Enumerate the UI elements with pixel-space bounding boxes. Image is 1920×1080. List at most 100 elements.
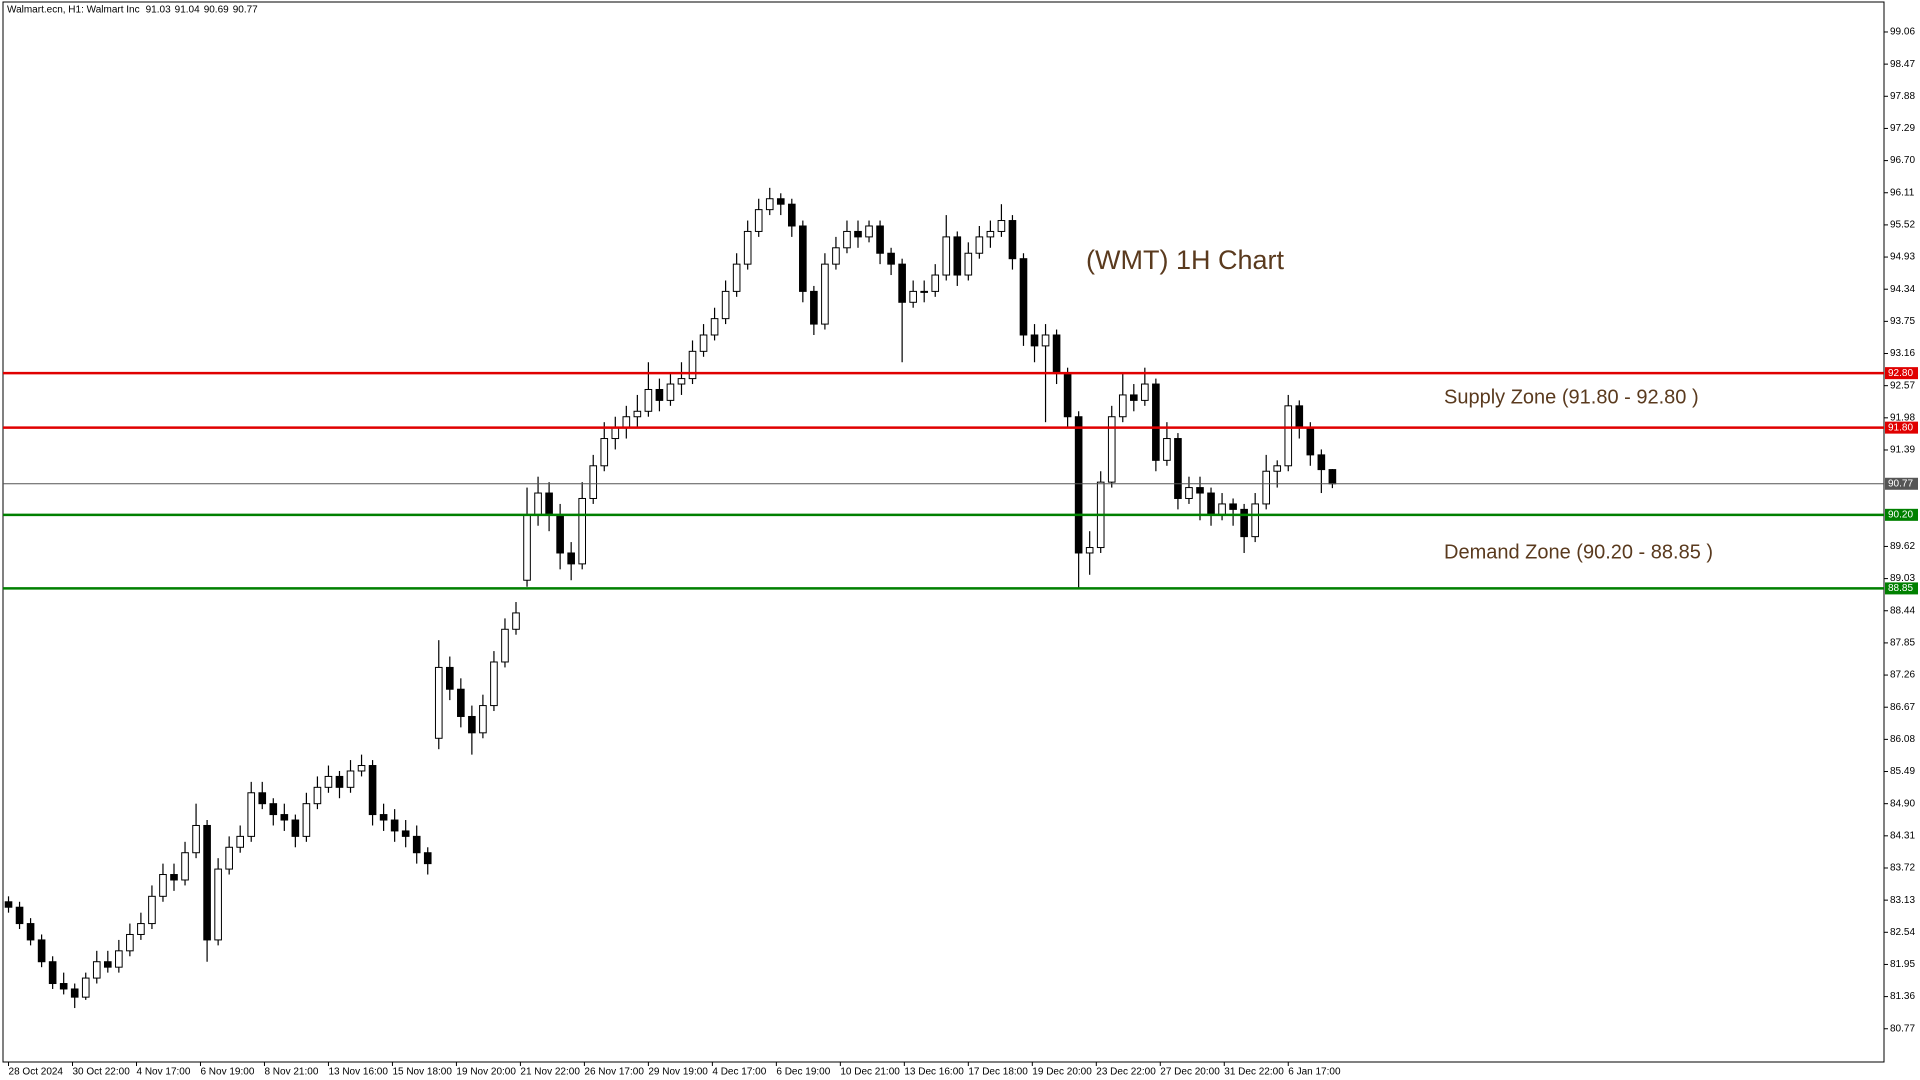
candle-body [335,775,344,788]
candle-body [898,263,906,303]
candle-body [1240,508,1248,538]
y-tick-label: 91.39 [1890,445,1915,456]
y-tick-label: 99.06 [1890,27,1915,38]
candle-body [203,824,211,941]
y-tick-label: 88.44 [1890,605,1915,616]
candle-body [92,961,101,979]
header-ohlc: 91.03 [146,5,171,16]
candle-body [126,933,134,952]
candle-body [512,612,520,630]
candle-body [876,225,884,254]
candle-body [1284,405,1293,467]
candle-body [457,688,465,717]
candle-body [291,819,300,837]
x-tick-label: 26 Nov 17:00 [584,1067,644,1078]
candle-body [1052,334,1061,374]
y-tick-label: 86.08 [1890,734,1915,745]
candle-body [1019,258,1028,336]
candle-body [468,715,476,734]
candle-body [379,814,388,821]
level-price-box [1885,477,1918,490]
plot-frame [2,1,1885,1063]
candle-body [1207,492,1215,516]
candle-body [1107,416,1116,483]
candle-body [887,252,895,265]
candle-body [1251,503,1259,538]
candle-body [390,819,399,832]
x-tick-label: 23 Dec 22:00 [1096,1067,1156,1078]
candle-body [81,977,90,998]
candle-body [666,383,675,401]
candle-body [48,961,57,985]
candle-body [479,705,487,734]
candle-body [964,252,973,276]
candle-body [743,230,752,265]
y-tick-label: 89.03 [1890,573,1915,584]
candle-body [688,350,697,380]
y-tick-label: 92.57 [1890,380,1915,391]
x-tick-label: 28 Oct 2024 [9,1067,64,1078]
candle-body [600,438,609,467]
candle-body [490,661,498,707]
candle-body [1152,383,1160,461]
level-price-box [1885,367,1918,380]
candle-body [1328,469,1337,485]
candle-body [1262,470,1271,505]
candle-body [1273,465,1282,472]
candle-body [59,983,68,990]
candle-body [302,803,311,837]
y-tick-label: 82.54 [1890,927,1915,938]
candle-body [1129,394,1138,401]
candle-body [865,225,873,238]
candle-body [1306,427,1315,456]
candle-body [986,230,995,238]
candle-body [70,988,79,998]
candle-body [1229,503,1237,510]
candle-body [699,334,708,352]
x-tick-label: 10 Dec 21:00 [840,1067,900,1078]
demand-annotation: Demand Zone (90.20 - 88.85 ) [1444,541,1713,563]
candle-body [721,290,730,320]
candle-body [1141,383,1149,401]
symbol-info: Walmart.ecn, H1: Walmart Inc [7,5,140,16]
candle-body [710,318,719,336]
level-price-label: 92.80 [1888,368,1913,379]
x-tick-label: 4 Nov 17:00 [136,1067,190,1078]
candle-body [368,765,377,816]
header-ohlc: 90.69 [204,5,229,16]
candle-body [1118,394,1127,418]
candle-body [787,203,796,227]
candle-body [37,939,46,963]
candle-body [776,198,785,205]
candle-body [677,378,686,385]
candle-body [159,874,167,897]
candle-body [832,247,840,265]
candle-body [313,786,322,805]
candle-body [423,852,432,865]
x-tick-label: 8 Nov 21:00 [264,1067,318,1078]
x-tick-label: 6 Dec 19:00 [776,1067,830,1078]
candle-body [1008,220,1017,260]
x-tick-label: 13 Dec 16:00 [904,1067,964,1078]
y-tick-label: 83.13 [1890,895,1915,906]
y-tick-label: 89.62 [1890,541,1915,552]
candle-body [103,961,112,968]
candle-body [567,552,575,565]
x-tick-label: 19 Nov 20:00 [456,1067,516,1078]
y-tick-label: 96.11 [1890,187,1915,198]
candle-body [523,514,531,581]
candle-body [4,901,13,908]
candle-body [258,792,267,805]
y-tick-label: 81.95 [1890,959,1915,970]
y-tick-label: 98.47 [1890,59,1915,70]
y-tick-label: 86.67 [1890,702,1915,713]
candle-body [1218,503,1226,516]
level-price-label: 90.77 [1888,478,1913,489]
chart-title: (WMT) 1H Chart [1086,245,1284,275]
candle-body [1041,334,1050,347]
candle-body [15,906,24,925]
candle-body [589,465,598,499]
candle-body [1174,438,1182,499]
candle-body [280,814,289,821]
